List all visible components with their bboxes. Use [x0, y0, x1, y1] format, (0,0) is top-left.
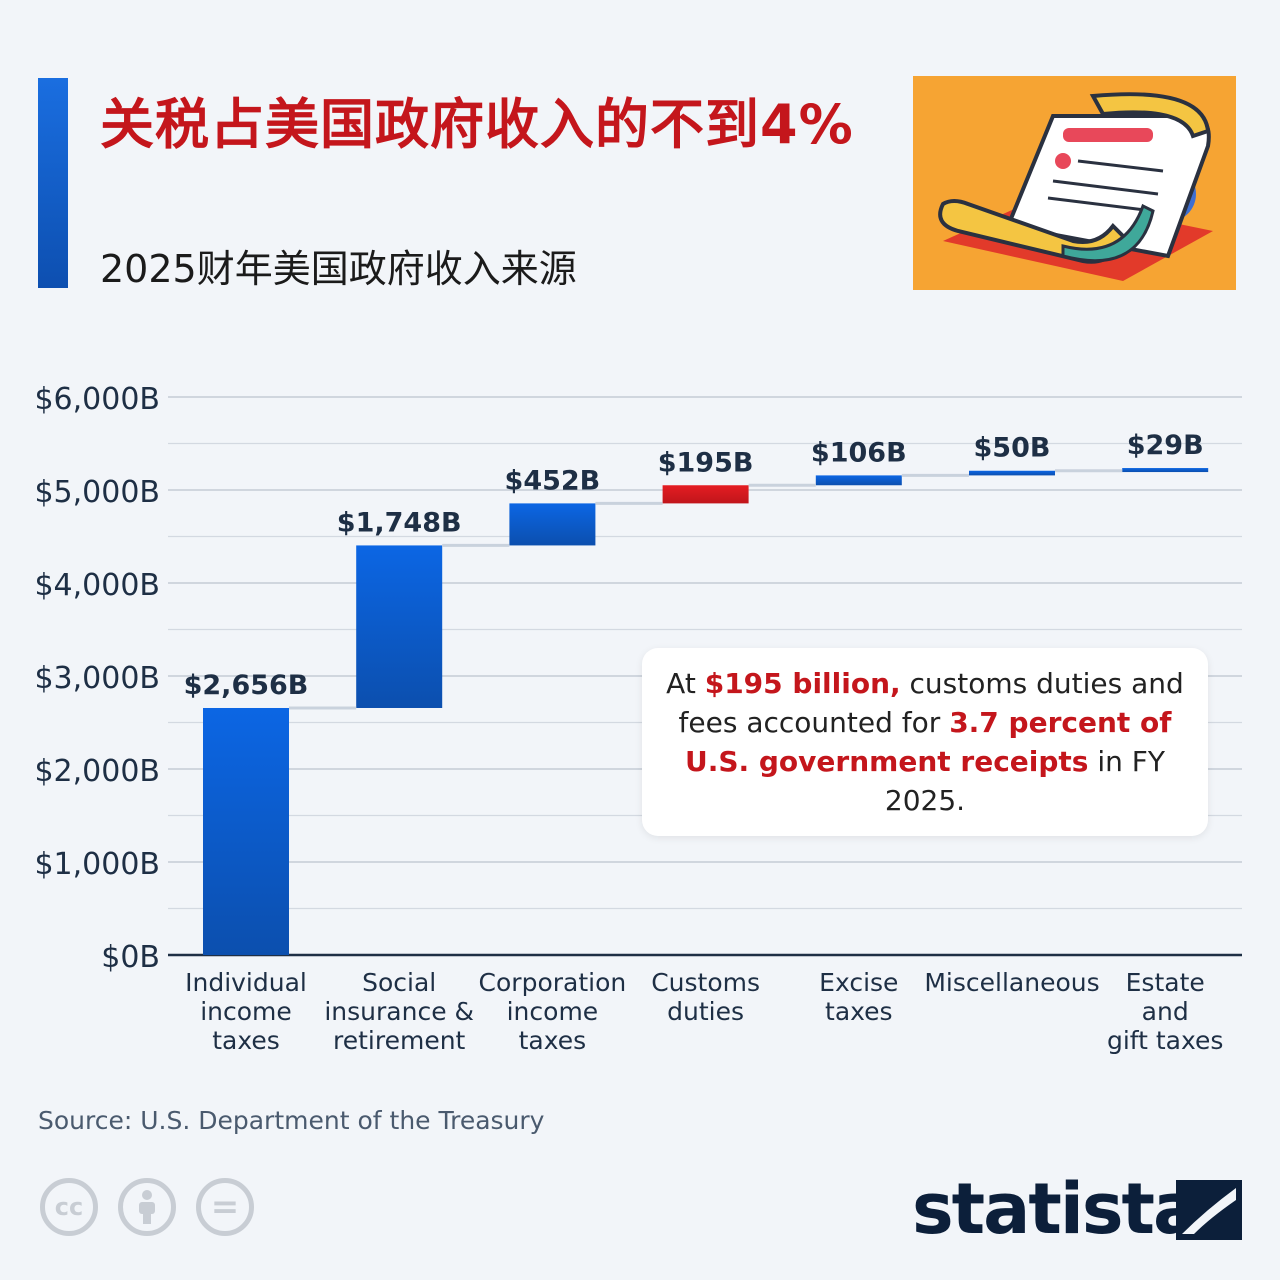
y-tick-label: $2,000B — [34, 754, 160, 789]
cc-icon-label: cc — [54, 1193, 84, 1221]
cc-icon[interactable]: cc — [40, 1178, 98, 1236]
x-tick-label: taxes — [519, 1026, 587, 1055]
y-tick-label: $0B — [101, 940, 160, 975]
page-subtitle: 2025财年美国政府收入来源 — [100, 247, 577, 291]
callout-text-3: in FY 2025. — [884, 745, 1166, 817]
x-tick-label: Corporation — [479, 968, 627, 997]
receipt-icon — [938, 92, 1213, 281]
bar-value-label: $195B — [658, 447, 754, 478]
callout-box: At $195 billion, customs duties and fees… — [642, 648, 1208, 836]
bar-value-label: $2,656B — [184, 670, 309, 701]
x-tick-label: Miscellaneous — [924, 968, 1099, 997]
y-tick-label: $4,000B — [34, 568, 160, 603]
bar — [203, 707, 289, 955]
bar-value-label: $29B — [1127, 430, 1204, 461]
no-derivatives-icon[interactable]: = — [196, 1178, 254, 1236]
bar-value-label: $1,748B — [337, 507, 462, 538]
nd-icon-label: = — [210, 1187, 240, 1227]
x-tick-label: Estate — [1126, 968, 1205, 997]
callout-text-1: At — [666, 667, 705, 700]
bar — [509, 503, 596, 546]
source-note: Source: U.S. Department of the Treasury — [38, 1106, 545, 1135]
bar — [969, 470, 1055, 476]
y-tick-label: $3,000B — [34, 661, 160, 696]
bar — [1122, 468, 1209, 473]
x-tick-label: income — [507, 997, 599, 1026]
x-tick-label: taxes — [212, 1026, 280, 1055]
x-tick-label: taxes — [825, 997, 893, 1026]
callout-text-2: customs duties and fees accounted for — [678, 667, 1184, 739]
x-tick-label: retirement — [333, 1026, 466, 1055]
x-tick-label: insurance & — [324, 997, 474, 1026]
x-tick-label: gift taxes — [1107, 1026, 1223, 1055]
bar — [356, 545, 443, 708]
x-tick-label: Individual — [185, 968, 307, 997]
x-tick-label: Excise — [819, 968, 898, 997]
y-tick-label: $6,000B — [34, 382, 160, 417]
y-tick-label: $1,000B — [34, 847, 160, 882]
x-tick-label: and — [1142, 997, 1189, 1026]
bar-value-label: $106B — [811, 437, 907, 468]
statista-logo-mark-icon — [1176, 1180, 1242, 1240]
page-title: 关税占美国政府收入的不到4% — [100, 93, 854, 156]
x-tick-label: Social — [362, 968, 436, 997]
bar-highlight — [662, 485, 749, 504]
receipt-illustration — [913, 76, 1236, 290]
statista-logo[interactable]: statista — [912, 1168, 1200, 1250]
callout-highlight-amount: $195 billion, — [704, 667, 901, 700]
x-tick-label: income — [200, 997, 292, 1026]
attribution-icon[interactable] — [118, 1178, 176, 1236]
bar-value-label: $50B — [974, 433, 1051, 464]
x-tick-label: Customs — [651, 968, 760, 997]
title-accent-bar — [38, 78, 68, 288]
bar-value-label: $452B — [505, 465, 601, 496]
bar — [815, 475, 902, 486]
person-icon — [139, 1190, 155, 1224]
x-tick-label: duties — [667, 997, 744, 1026]
y-tick-label: $5,000B — [34, 475, 160, 510]
callout-highlight-percent: 3.7 percent of U.S. government receipts — [684, 706, 1172, 778]
